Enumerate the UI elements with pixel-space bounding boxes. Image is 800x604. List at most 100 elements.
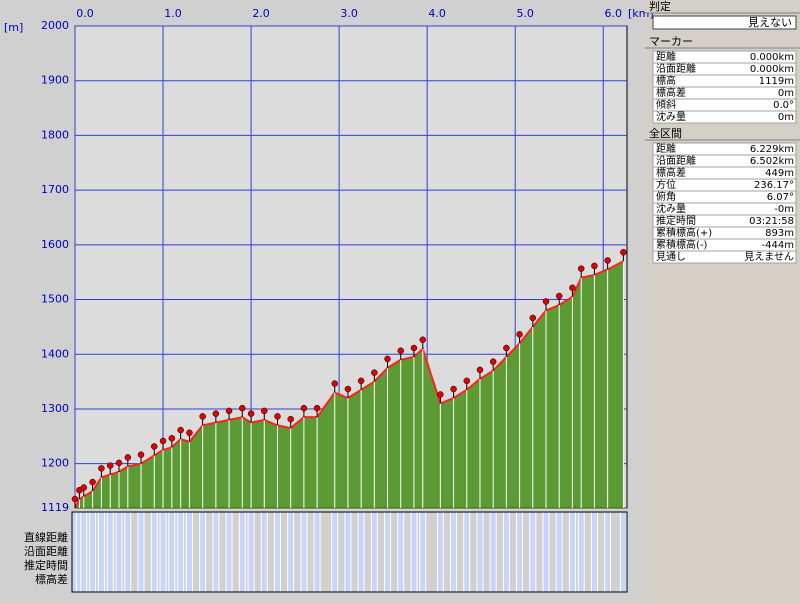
marker-head bbox=[463, 377, 471, 385]
info-key: 累積標高(-) bbox=[656, 238, 708, 251]
marker-head bbox=[577, 265, 585, 272]
info-value: 449m bbox=[765, 168, 794, 179]
info-key: 標高差 bbox=[656, 166, 686, 179]
marker-head bbox=[313, 404, 321, 412]
marker-cell bbox=[489, 511, 497, 593]
marker-head bbox=[239, 404, 246, 412]
info-value: 6.229km bbox=[750, 144, 794, 155]
info-key: 推定時間 bbox=[656, 214, 696, 227]
info-value: 0m bbox=[778, 112, 794, 123]
marker bbox=[436, 391, 444, 593]
x-tick-label: 4.0 bbox=[428, 7, 446, 20]
marker-head bbox=[371, 369, 378, 376]
info-value: 0.000km bbox=[750, 52, 794, 63]
marker-cell bbox=[273, 511, 281, 593]
marker-cell bbox=[137, 511, 145, 593]
marker-head bbox=[261, 407, 268, 415]
marker-cell bbox=[450, 511, 458, 593]
marker-cell bbox=[313, 511, 321, 593]
marker-cell bbox=[287, 511, 295, 593]
marker-cell bbox=[89, 511, 97, 593]
y-tick-label: 1900 bbox=[41, 74, 69, 87]
marker-cell bbox=[168, 511, 176, 593]
marker-cell bbox=[577, 511, 585, 593]
marker-cell bbox=[384, 511, 392, 593]
info-key: 沈み量 bbox=[656, 202, 686, 215]
marker-head bbox=[555, 292, 563, 300]
marker-cell bbox=[247, 511, 255, 593]
marker-cell bbox=[476, 511, 484, 593]
row-label: 直線距離 bbox=[24, 530, 68, 544]
info-value: -444m bbox=[762, 240, 794, 251]
marker-head bbox=[620, 249, 627, 256]
info-value: 0.0° bbox=[773, 100, 794, 111]
marker-cell bbox=[177, 511, 185, 593]
marker-head bbox=[98, 465, 105, 472]
marker-cell bbox=[436, 511, 444, 593]
marker-cell bbox=[529, 511, 537, 593]
y-tick-label: 1119 bbox=[41, 501, 69, 514]
marker-cell bbox=[516, 511, 524, 593]
marker-cell bbox=[185, 511, 193, 593]
marker-head bbox=[604, 257, 611, 264]
info-key: 沈み量 bbox=[656, 110, 686, 123]
info-key: 標高 bbox=[656, 74, 676, 87]
info-value: 1119m bbox=[759, 76, 794, 87]
row-area bbox=[71, 511, 628, 593]
row-label: 沿面距離 bbox=[24, 544, 68, 558]
marker bbox=[344, 385, 352, 593]
marker-head bbox=[591, 262, 598, 270]
marker-head bbox=[225, 407, 233, 415]
marker bbox=[185, 429, 193, 593]
marker-head bbox=[247, 410, 255, 417]
marker-head bbox=[89, 478, 96, 486]
y-tick-label: 1700 bbox=[41, 183, 69, 196]
marker-cell bbox=[370, 511, 378, 593]
marker-head bbox=[150, 443, 158, 450]
marker-cell bbox=[124, 511, 132, 593]
marker-head bbox=[300, 404, 308, 412]
marker-head bbox=[71, 495, 79, 503]
y-tick-label: 1800 bbox=[41, 128, 69, 141]
row-label: 標高差 bbox=[35, 572, 68, 586]
x-tick-label: 3.0 bbox=[340, 7, 358, 20]
info-value: 0m bbox=[778, 88, 794, 99]
x-tick-label: 6.0 bbox=[604, 7, 622, 20]
marker-head bbox=[489, 358, 497, 365]
marker-cell bbox=[397, 511, 405, 593]
x-tick-label: 5.0 bbox=[516, 7, 534, 20]
marker-cell bbox=[357, 511, 365, 593]
marker bbox=[331, 380, 339, 593]
marker-cell bbox=[225, 511, 233, 593]
info-row bbox=[652, 250, 797, 264]
x-tick-label: 2.0 bbox=[252, 7, 270, 20]
marker-head bbox=[186, 429, 193, 437]
y-tick-label: 1500 bbox=[41, 293, 69, 306]
marker-head bbox=[177, 426, 184, 434]
y-tick-label: 1400 bbox=[41, 347, 69, 360]
info-key: 沿面距離 bbox=[656, 62, 696, 75]
y-tick-label: 1600 bbox=[41, 238, 69, 251]
x-tick-label: 0.0 bbox=[76, 7, 94, 20]
marker-head bbox=[212, 410, 220, 417]
marker-cell bbox=[115, 511, 123, 593]
marker-head bbox=[529, 314, 537, 322]
marker-cell bbox=[260, 511, 268, 593]
marker-cell bbox=[331, 511, 339, 593]
marker-head bbox=[168, 435, 176, 442]
marker-cell bbox=[590, 511, 598, 593]
marker-head bbox=[115, 459, 123, 467]
judge-box bbox=[652, 15, 797, 30]
info-value: 6.502km bbox=[750, 156, 794, 167]
marker-cell bbox=[344, 511, 352, 593]
marker-head bbox=[159, 437, 167, 445]
marker-head bbox=[419, 336, 427, 344]
info-key: 沿面距離 bbox=[656, 154, 696, 167]
y-unit: [m] bbox=[4, 21, 23, 34]
marker-head bbox=[397, 347, 404, 354]
info-key: 見通し bbox=[656, 251, 686, 263]
marker-head bbox=[516, 331, 523, 338]
marker bbox=[489, 358, 497, 593]
marker-cell bbox=[97, 511, 105, 593]
